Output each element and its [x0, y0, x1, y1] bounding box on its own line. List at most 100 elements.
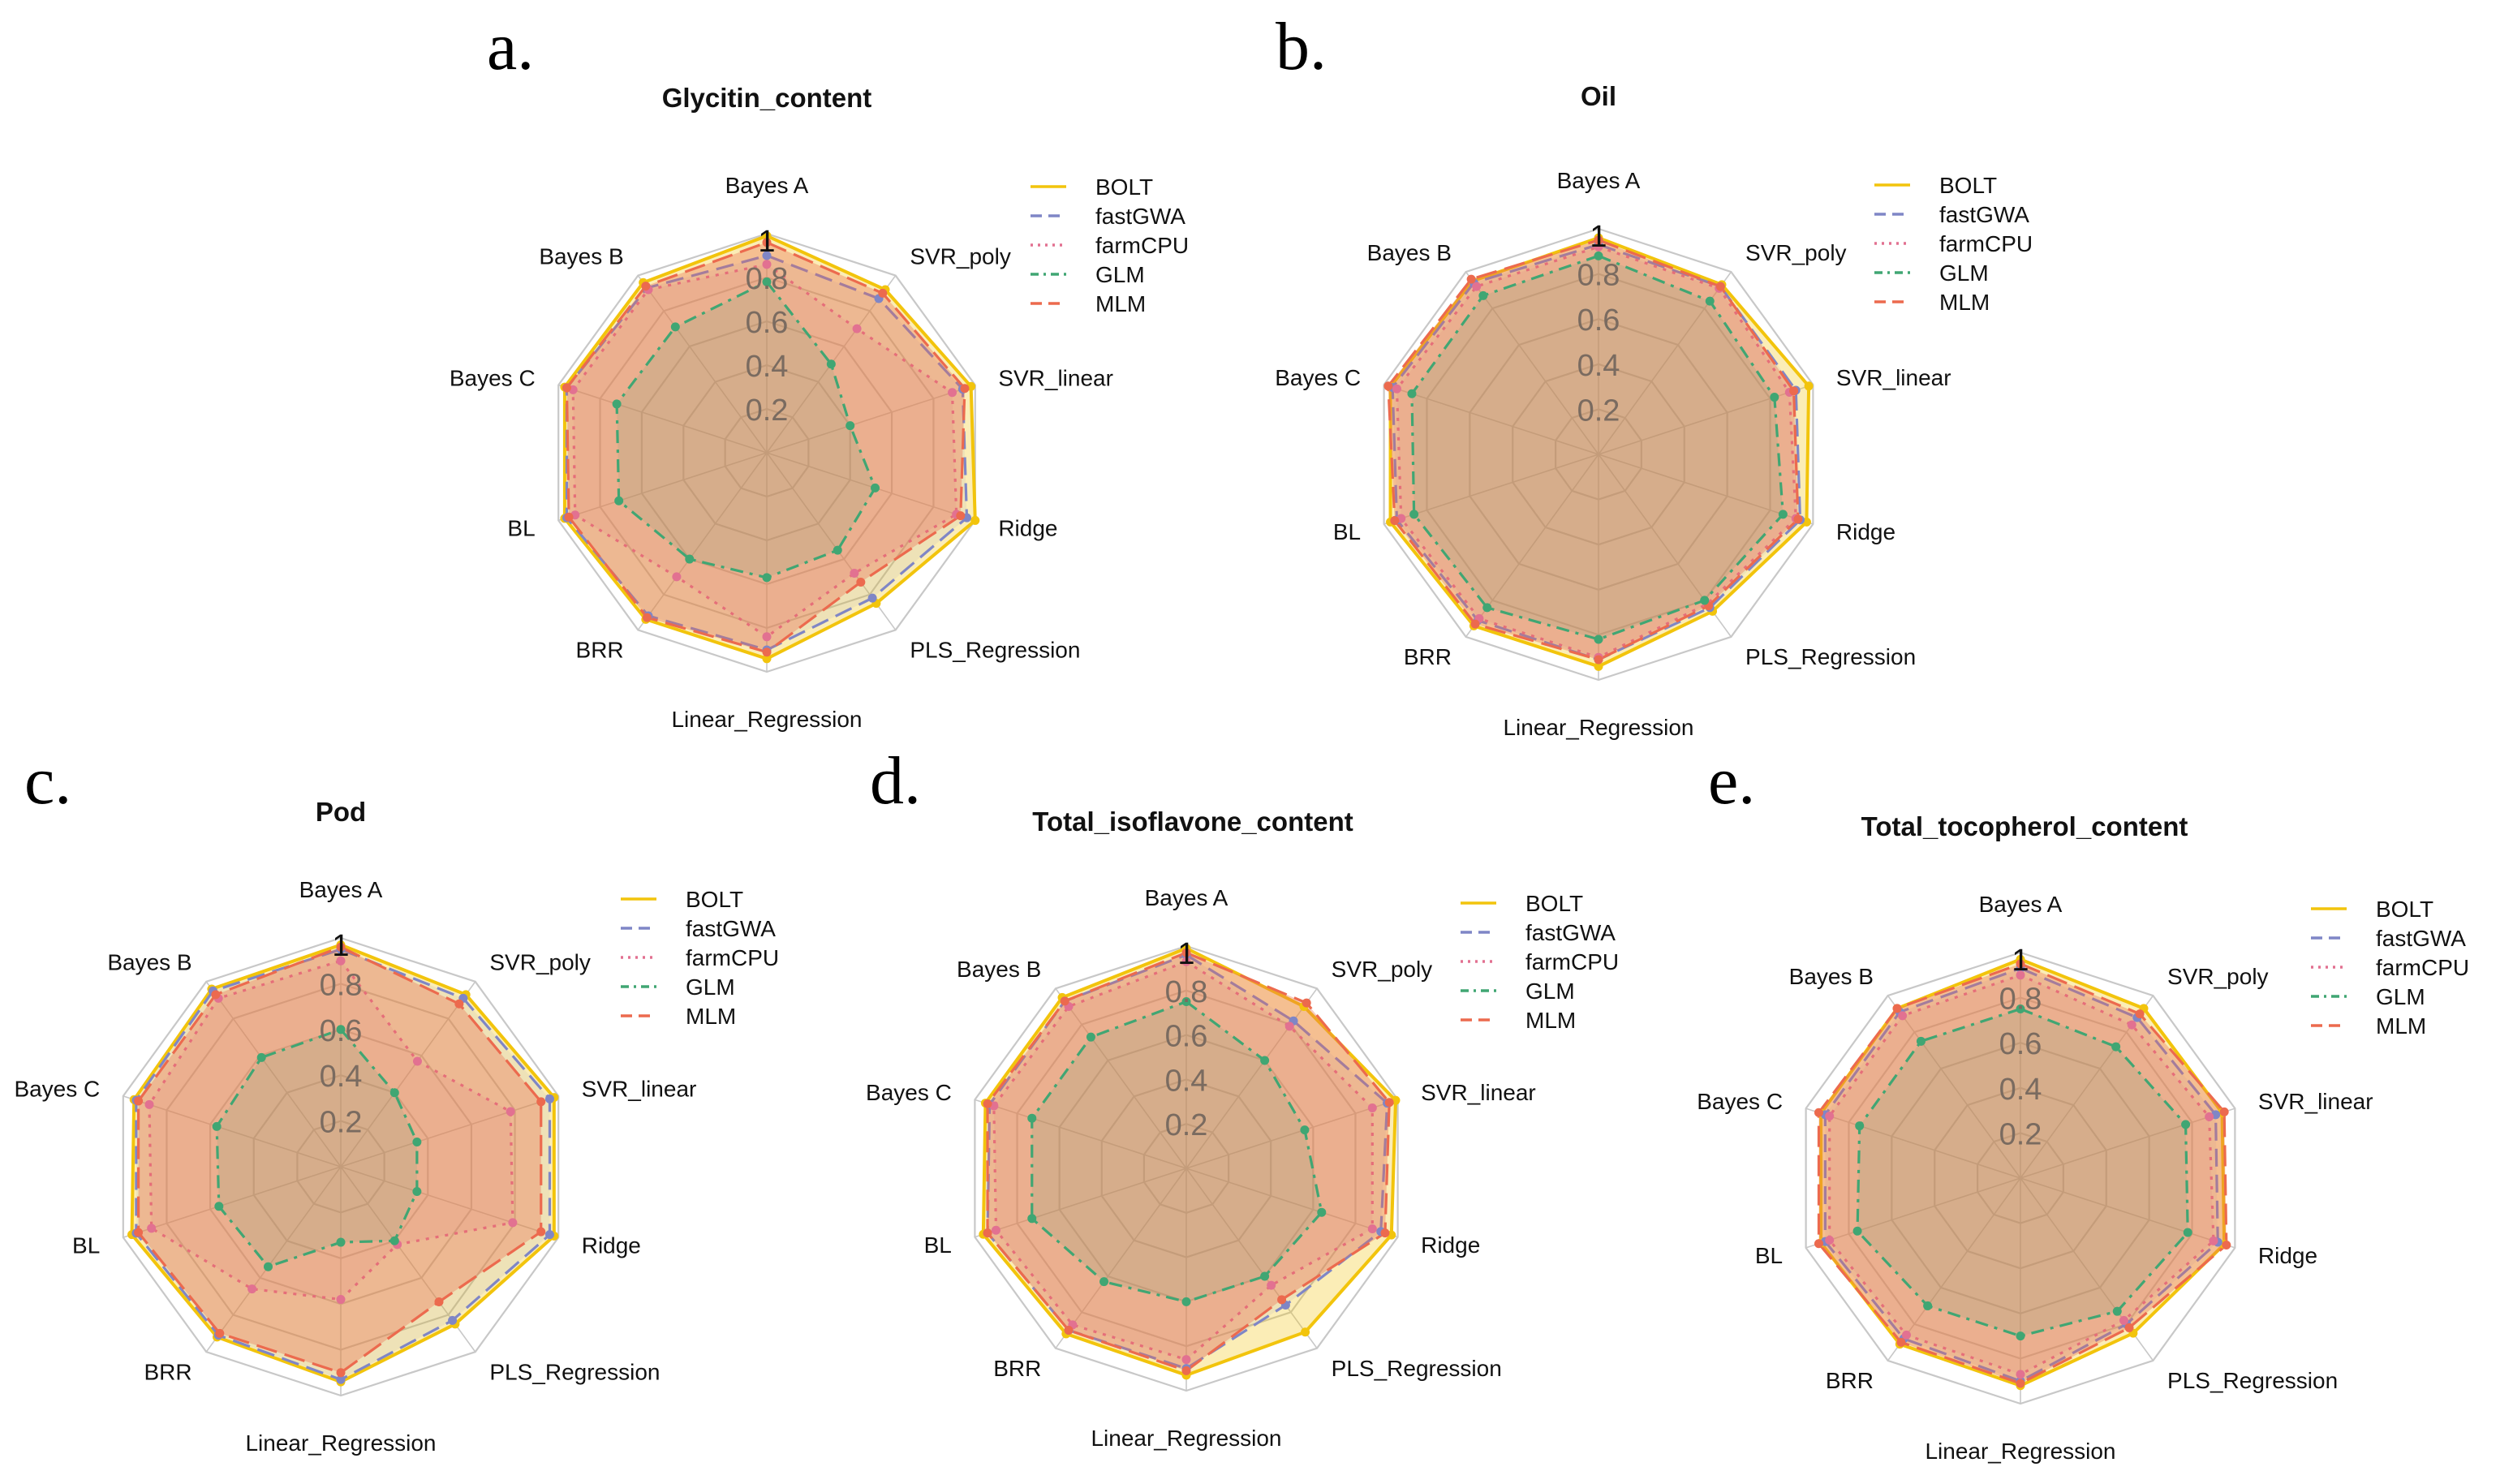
point-fastGWA: [762, 251, 772, 260]
axis-label: BRR: [993, 1356, 1041, 1381]
grid-spoke: [1055, 987, 1187, 1169]
axis-label: Bayes A: [1145, 885, 1228, 910]
point-farmCPU: [247, 1284, 257, 1294]
legend-label: GLM: [1525, 979, 1575, 1004]
axis-label: BL: [1755, 1243, 1783, 1268]
point-BOLT: [762, 654, 772, 664]
grid-spoke: [123, 1166, 342, 1238]
point-GLM: [214, 1202, 224, 1211]
point-GLM: [2016, 1004, 2025, 1013]
point-farmCPU: [1181, 957, 1191, 966]
point-MLM: [641, 282, 651, 291]
axis-labels: Bayes A SVR_poly SVR_linear Ridge PLS_Regres…: [1697, 892, 2373, 1464]
point-MLM: [336, 942, 346, 952]
point-farmCPU: [1901, 1330, 1911, 1340]
point-farmCPU: [762, 260, 772, 269]
radar-panel-5: e.Total_tocopherol_content0.20.40.60.81B…: [1697, 743, 2469, 1464]
axis-labels: Bayes A SVR_poly SVR_linear Ridge PLS_Regres…: [1275, 168, 1951, 740]
point-MLM: [762, 238, 772, 247]
tick-label: 0.4: [1999, 1073, 2042, 1107]
point-farmCPU: [1898, 1011, 1908, 1021]
point-MLM: [1277, 1295, 1287, 1305]
axis-label: Bayes B: [957, 957, 1041, 982]
point-GLM: [1778, 510, 1788, 519]
point-GLM: [2112, 1306, 2122, 1316]
point-GLM: [1855, 1121, 1865, 1131]
axis-labels: Bayes A SVR_poly SVR_linear Ridge PLS_Regres…: [450, 173, 1113, 732]
legend-label: BOLT: [686, 887, 743, 912]
tick-label: 0.4: [746, 350, 789, 384]
axis-label: Bayes B: [1789, 964, 1874, 989]
axis-label: Ridge: [998, 516, 1057, 541]
point-GLM: [1407, 389, 1417, 398]
point-farmCPU: [147, 1224, 157, 1233]
series-GLM: [1410, 254, 1785, 641]
point-GLM: [1852, 1226, 1862, 1236]
radar-grid: [974, 944, 1399, 1392]
point-GLM: [1260, 1056, 1270, 1065]
axis-label: SVR_linear: [2258, 1089, 2373, 1114]
point-MLM: [1594, 655, 1603, 665]
legend-label: BOLT: [1525, 891, 1583, 916]
grid-spoke: [2020, 1108, 2235, 1179]
point-GLM: [762, 573, 772, 583]
point-MLM: [562, 383, 571, 393]
point-farmCPU: [2127, 1020, 2136, 1030]
point-GLM: [336, 1237, 346, 1247]
point-MLM: [1470, 619, 1480, 629]
axis-label: Linear_Regression: [1091, 1426, 1281, 1451]
panel-title: Total_tocopherol_content: [1861, 811, 2188, 841]
point-GLM: [1916, 1036, 1926, 1046]
point-GLM: [2016, 1331, 2025, 1341]
legend: BOLT fastGWA farmCPU GLM MLM: [1461, 891, 1619, 1033]
legend-label: GLM: [2376, 984, 2425, 1009]
axis-label: Linear_Regression: [1925, 1439, 2115, 1464]
grid-spoke: [975, 1099, 1187, 1169]
point-GLM: [263, 1262, 273, 1271]
grid-spoke: [1383, 454, 1599, 525]
point-MLM: [2016, 959, 2025, 969]
panel-title: Pod: [316, 797, 366, 827]
point-farmCPU: [2119, 1315, 2128, 1325]
axis-label: SVR_poly: [1332, 957, 1433, 982]
point-GLM: [1705, 296, 1715, 306]
point-MLM: [1715, 282, 1725, 291]
legend-label: farmCPU: [1525, 949, 1619, 974]
legend-label: fastGWA: [1525, 920, 1616, 945]
panel-letter: b.: [1276, 9, 1327, 84]
point-farmCPU: [2205, 1112, 2214, 1121]
grid-spoke: [1805, 1177, 2021, 1249]
point-fastGWA: [867, 593, 877, 603]
point-GLM: [1027, 1113, 1037, 1123]
legend-label: GLM: [686, 974, 735, 1000]
axis-label: SVR_poly: [489, 950, 591, 975]
grid-spoke: [1465, 271, 1599, 455]
point-GLM: [2181, 1120, 2191, 1129]
axis-labels: Bayes A SVR_poly SVR_linear Ridge PLS_Regres…: [14, 877, 696, 1456]
point-GLM: [1923, 1301, 1933, 1310]
tick-label: 0.2: [320, 1106, 363, 1140]
series-GLM: [1856, 1007, 2189, 1338]
legend-label: farmCPU: [1095, 233, 1189, 258]
point-MLM: [1384, 1098, 1394, 1108]
point-GLM: [871, 483, 880, 493]
point-GLM: [1181, 997, 1191, 1006]
point-GLM: [1099, 1277, 1109, 1287]
legend-label: MLM: [2376, 1013, 2426, 1039]
series-farmCPU: [1828, 974, 2215, 1376]
axis-label: Bayes C: [450, 365, 536, 390]
point-MLM: [2219, 1107, 2229, 1116]
point-MLM: [536, 1097, 546, 1107]
point-GLM: [336, 1025, 346, 1034]
axis-label: BL: [1333, 519, 1361, 544]
point-GLM: [1594, 634, 1603, 644]
radar-panel-4: d.Total_isoflavone_content0.20.40.60.81B…: [866, 743, 1619, 1451]
legend-label: fastGWA: [686, 916, 776, 941]
tick-label: 0.6: [746, 306, 789, 340]
grid-spoke: [1185, 1168, 1318, 1349]
axis-label: Bayes A: [1557, 168, 1641, 193]
point-MLM: [1814, 1108, 1823, 1117]
point-GLM: [1027, 1214, 1037, 1224]
point-farmCPU: [1284, 1022, 1294, 1031]
